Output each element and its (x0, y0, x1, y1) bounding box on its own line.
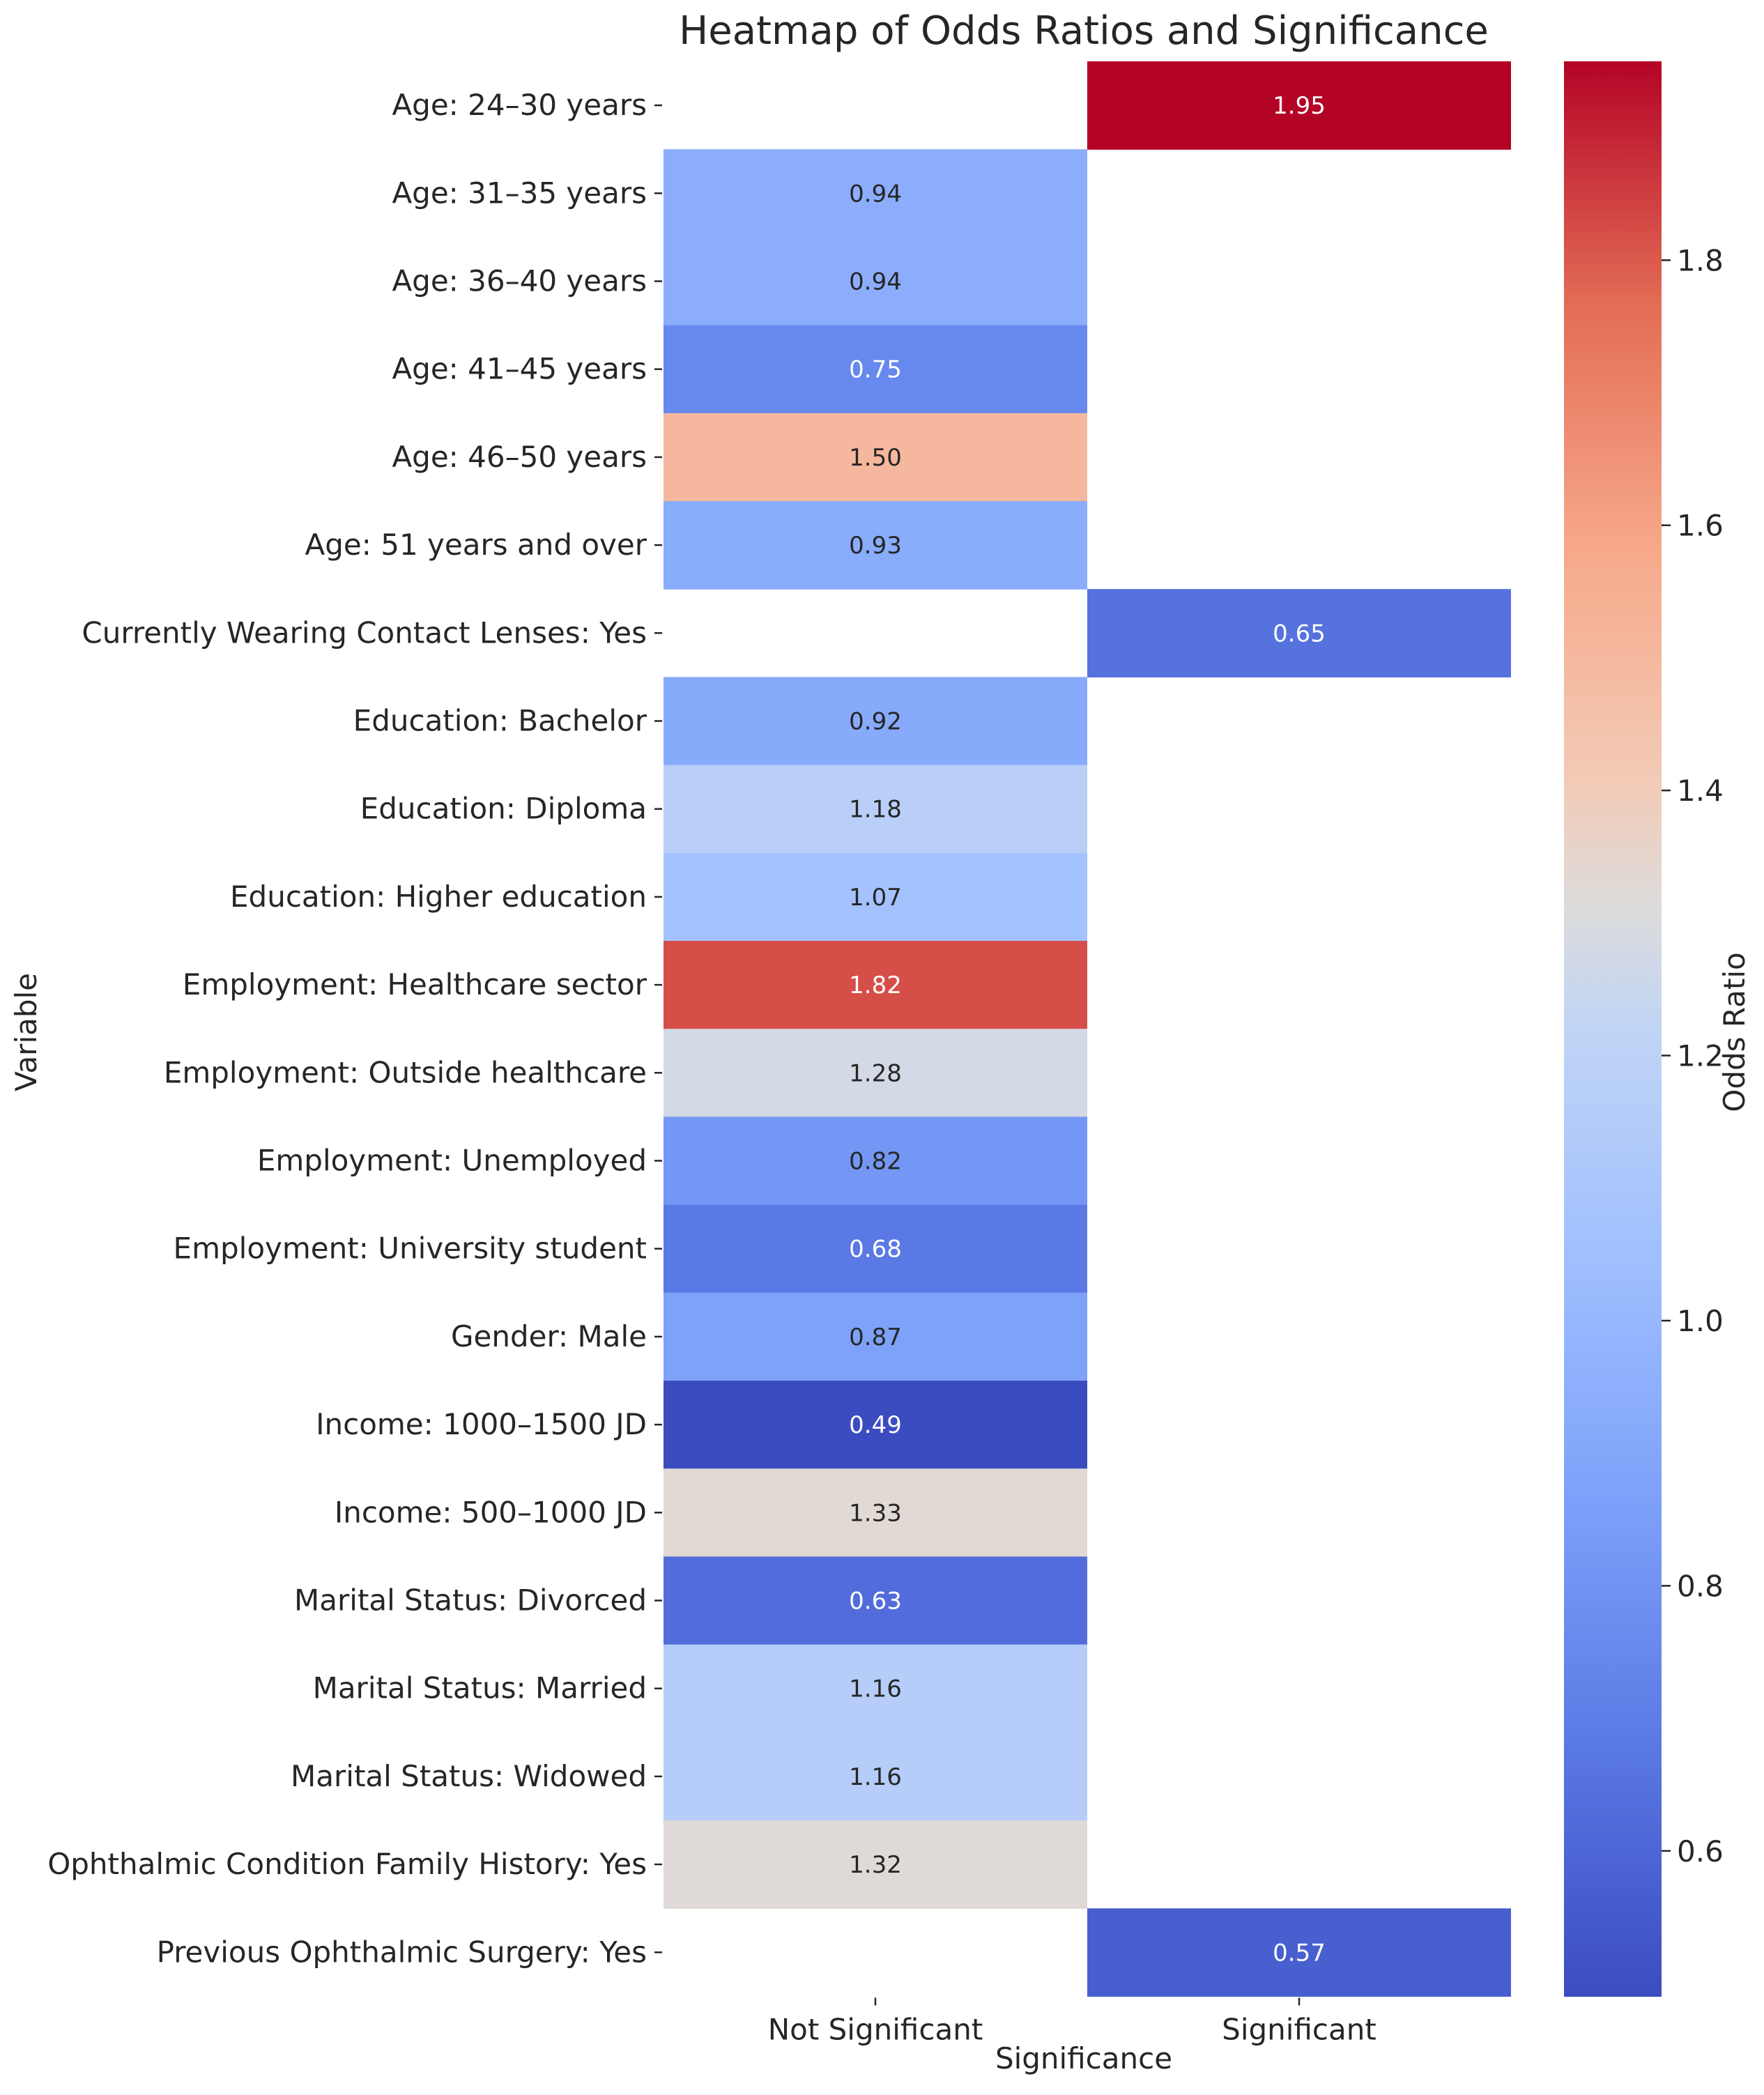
heatmap-cell (1087, 61, 1511, 150)
colorbar-tick-label: 0.8 (1677, 1569, 1724, 1603)
y-axis-title: Variable (9, 973, 43, 1091)
cell-value-label: 1.16 (849, 1763, 902, 1791)
cell-value-label: 0.87 (849, 1323, 902, 1351)
row-label: Age: 36–40 years (392, 264, 647, 298)
chart-title: Heatmap of Odds Ratios and Significance (679, 8, 1489, 54)
heatmap-cell (664, 1556, 1087, 1645)
row-label: Age: 51 years and over (305, 528, 647, 562)
row-label: Currently Wearing Contact Lenses: Yes (82, 615, 647, 650)
row-label: Education: Diploma (360, 792, 647, 826)
heatmap-cell (664, 1468, 1087, 1557)
column-labels: Not Significant Significant (768, 1997, 1376, 2046)
row-label: Employment: Unemployed (257, 1144, 647, 1178)
heatmap-cell (664, 237, 1087, 326)
cell-value-label: 1.32 (849, 1851, 902, 1879)
row-label: Income: 1000–1500 JD (316, 1407, 647, 1441)
cell-value-label: 1.33 (849, 1499, 902, 1527)
colorbar-label: Odds Ratio (1717, 952, 1751, 1112)
colorbar-tick-label: 0.6 (1677, 1834, 1724, 1868)
cell-value-label: 0.92 (849, 708, 902, 736)
heatmap-cell (664, 1820, 1087, 1909)
heatmap-cell (664, 413, 1087, 502)
heatmap-cell (664, 1204, 1087, 1294)
row-label: Age: 46–50 years (392, 440, 647, 474)
row-label: Employment: Outside healthcare (164, 1055, 647, 1089)
heatmap-cells: 1.95 0.94 0.94 0.75 1.50 0.93 0.65 0.92 1.18 1.07… (664, 61, 1511, 1997)
row-label: Ophthalmic Condition Family History: Yes (47, 1847, 647, 1881)
cell-value-label: 0.63 (849, 1588, 902, 1616)
row-label: Education: Bachelor (353, 704, 647, 738)
row-label: Previous Ophthalmic Surgery: Yes (157, 1935, 647, 1969)
heatmap-cell (664, 501, 1087, 590)
cell-value-label: 1.95 (1273, 92, 1326, 120)
cell-value-label: 1.16 (849, 1675, 902, 1703)
heatmap-cell (664, 149, 1087, 238)
colorbar-tick-label: 1.4 (1677, 774, 1724, 808)
heatmap-cell (664, 1644, 1087, 1733)
row-label: Age: 31–35 years (392, 176, 647, 210)
cell-value-label: 1.50 (849, 444, 902, 472)
row-label: Age: 41–45 years (392, 352, 647, 386)
heatmap-cell (1087, 1908, 1511, 1997)
heatmap-cell (664, 1116, 1087, 1206)
colorbar-tick-label: 1.8 (1677, 243, 1724, 277)
heatmap-cell (664, 1732, 1087, 1821)
heatmap-cell (664, 677, 1087, 766)
cell-value-label: 1.28 (849, 1059, 902, 1087)
cell-value-label: 1.82 (849, 972, 902, 999)
colorbar-tick-label: 1.2 (1677, 1039, 1724, 1073)
cell-value-label: 0.94 (849, 180, 902, 208)
row-label: Marital Status: Divorced (294, 1583, 647, 1618)
heatmap-cell (664, 1029, 1087, 1117)
row-label: Education: Higher education (230, 880, 647, 914)
row-label: Employment: Healthcare sector (183, 967, 647, 1002)
colorbar (1564, 61, 1662, 1997)
cell-value-label: 0.93 (849, 532, 902, 560)
heatmap-cell (664, 852, 1087, 942)
colorbar-tick-label: 1.0 (1677, 1304, 1724, 1338)
column-label: Significant (1222, 2012, 1376, 2046)
cell-value-label: 0.75 (849, 356, 902, 384)
cell-value-label: 0.68 (849, 1236, 902, 1264)
row-label: Employment: University student (174, 1231, 647, 1266)
heatmap-cell (1087, 589, 1511, 677)
heatmap-cell (664, 325, 1087, 414)
cell-value-label: 0.94 (849, 268, 902, 296)
row-label: Age: 24–30 years (392, 88, 647, 122)
x-axis-title: Significance (995, 2041, 1172, 2075)
row-labels: Age: 24–30 years Age: 31–35 years Age: 36–… (47, 88, 662, 1969)
heatmap-cell (664, 1381, 1087, 1469)
row-label: Gender: Male (451, 1319, 647, 1353)
cell-value-label: 0.49 (849, 1411, 902, 1439)
row-label: Marital Status: Widowed (291, 1759, 647, 1793)
cell-value-label: 0.65 (1273, 620, 1326, 647)
cell-value-label: 1.18 (849, 796, 902, 824)
colorbar-ticks: 0.6 0.8 1.0 1.2 1.4 1.6 1.8 (1662, 243, 1724, 1868)
cell-value-label: 0.57 (1273, 1939, 1326, 1967)
heatmap-cell (664, 941, 1087, 1029)
cell-value-label: 1.07 (849, 884, 902, 912)
heatmap-cell (664, 765, 1087, 854)
row-label: Income: 500–1000 JD (335, 1495, 647, 1529)
heatmap-cell (664, 1292, 1087, 1381)
colorbar-tick-label: 1.6 (1677, 509, 1724, 543)
row-label: Marital Status: Married (313, 1671, 647, 1705)
column-label: Not Significant (768, 2012, 983, 2046)
cell-value-label: 0.82 (849, 1148, 902, 1176)
